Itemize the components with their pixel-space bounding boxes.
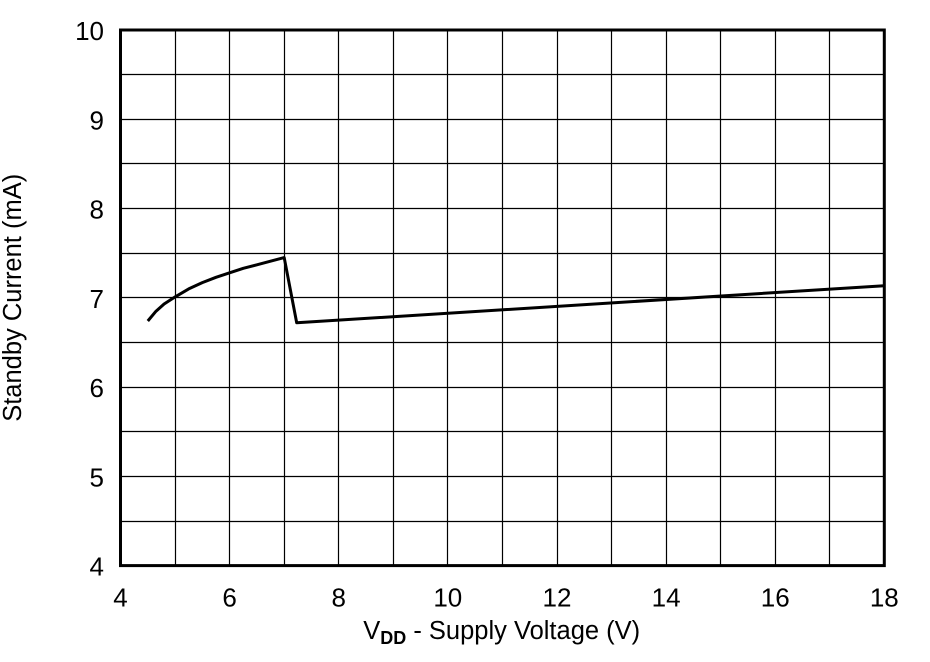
svg-text:5: 5 bbox=[90, 462, 104, 492]
svg-text:8: 8 bbox=[331, 583, 345, 613]
svg-text:10: 10 bbox=[75, 16, 104, 46]
svg-text:8: 8 bbox=[90, 195, 104, 225]
svg-text:7: 7 bbox=[90, 284, 104, 314]
svg-text:6: 6 bbox=[222, 583, 236, 613]
svg-text:14: 14 bbox=[652, 583, 681, 613]
svg-text:12: 12 bbox=[543, 583, 572, 613]
svg-text:18: 18 bbox=[870, 583, 899, 613]
svg-text:16: 16 bbox=[761, 583, 790, 613]
svg-text:6: 6 bbox=[90, 373, 104, 403]
svg-text:10: 10 bbox=[433, 583, 462, 613]
svg-text:4: 4 bbox=[113, 583, 127, 613]
svg-text:Standby Current (mA): Standby Current (mA) bbox=[0, 174, 27, 422]
svg-text:4: 4 bbox=[90, 552, 104, 582]
svg-text:VDD - Supply Voltage (V): VDD - Supply Voltage (V) bbox=[363, 617, 640, 648]
svg-text:9: 9 bbox=[90, 105, 104, 135]
